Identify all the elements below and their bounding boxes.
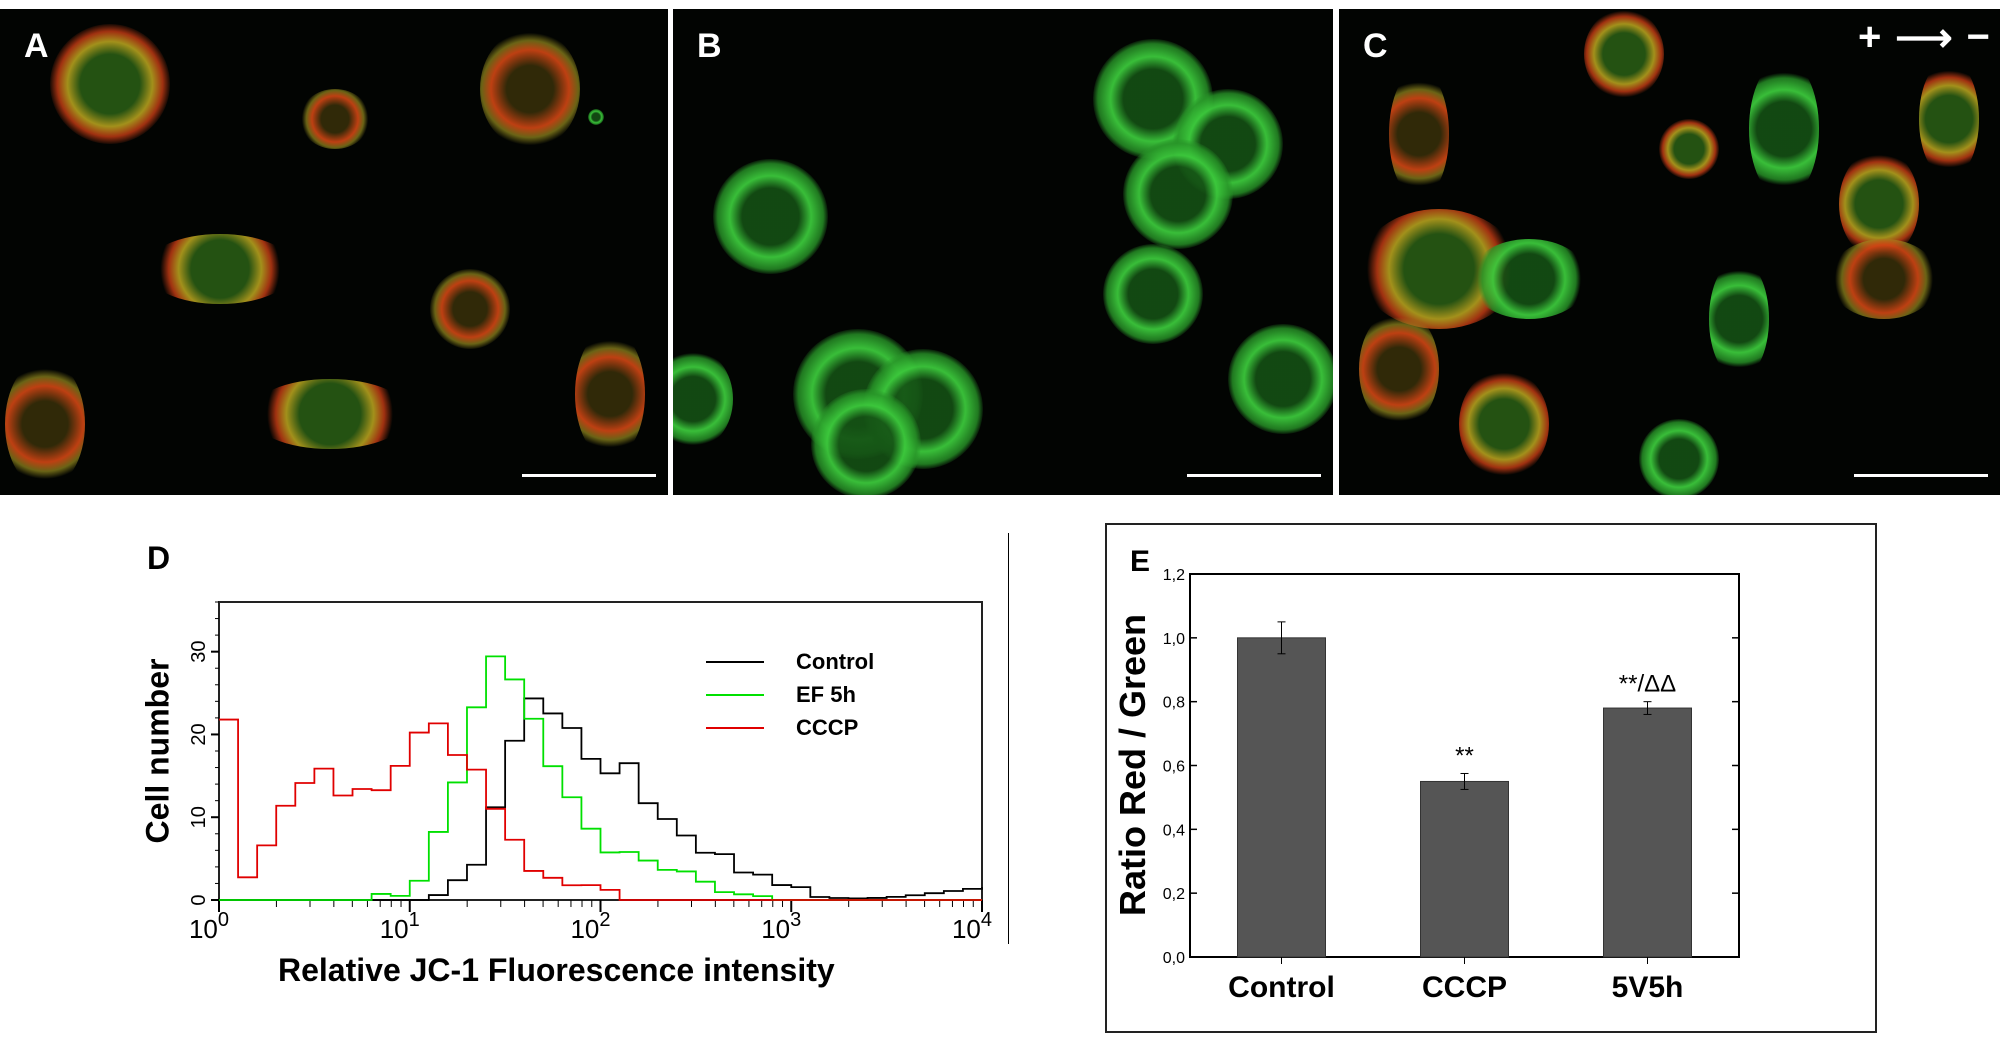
cell (1584, 9, 1664, 99)
cell (430, 269, 510, 349)
x-tick-label: CCCP (1422, 971, 1507, 1004)
micrograph-panel-a: A (0, 9, 668, 495)
legend-item-control: Control (706, 645, 874, 678)
x-tick-label: 101 (380, 909, 420, 944)
y-tick-label: 0,6 (1163, 759, 1185, 776)
scale-bar (1187, 474, 1321, 477)
micrograph-panel-b: B (673, 9, 1333, 495)
panel-label-c: C (1363, 27, 1388, 65)
cell (250, 379, 410, 449)
y-axis-label: Ratio Red / Green (1112, 613, 1153, 917)
arrow-right-icon: ⟶ (1895, 16, 1953, 60)
cell (1123, 139, 1233, 249)
cell (145, 234, 295, 304)
cell (1829, 239, 1939, 319)
legend-swatch (706, 693, 764, 696)
cell (50, 24, 170, 144)
y-tick-label: 0,4 (1163, 822, 1185, 839)
legend: Control EF 5h CCCP (706, 645, 874, 744)
cell (1919, 59, 1979, 179)
x-tick-label: 5V5h (1612, 971, 1684, 1004)
legend-label: Control (796, 649, 875, 674)
panel-e-frame (1105, 523, 1877, 1033)
cell (1639, 419, 1719, 495)
panel-label-b: B (697, 27, 722, 65)
scale-bar (522, 474, 656, 477)
cell (5, 359, 85, 489)
y-tick-label: 0,2 (1163, 886, 1185, 903)
cell (1103, 244, 1203, 344)
cell (1469, 239, 1589, 319)
cell (575, 329, 645, 459)
y-tick-label: 1,0 (1163, 631, 1185, 648)
cell (1228, 324, 1333, 434)
cell (300, 89, 370, 149)
y-tick-label: 10 (188, 806, 210, 828)
histogram-chart: 0 10 20 30 100 101 102 103 104 (188, 601, 992, 944)
x-tick-label: 102 (570, 909, 610, 944)
x-tick-label: Control (1228, 971, 1335, 1004)
micrograph-panel-c: C + ⟶ − (1339, 9, 2000, 495)
x-tick-label: 100 (189, 909, 229, 944)
series-line-control (219, 697, 983, 901)
y-tick-label: 0,8 (1163, 695, 1185, 712)
cell (588, 109, 604, 125)
y-tick-label: 20 (188, 723, 210, 745)
cell (1359, 309, 1439, 429)
cell (480, 29, 580, 149)
legend-label: EF 5h (796, 682, 856, 707)
x-axis-label: Relative JC-1 Fluorescence intensity (278, 952, 835, 988)
legend-item-ef5h: EF 5h (706, 678, 874, 711)
cell (1389, 69, 1449, 199)
bar-cccp (1420, 780, 1509, 958)
series-line-cccp (219, 718, 982, 901)
scale-bar (1854, 474, 1988, 477)
cell (1709, 259, 1769, 379)
bar-5v5h (1603, 707, 1692, 958)
panel-d-divider (1008, 533, 1009, 944)
cell (713, 159, 828, 274)
panel-label-a: A (24, 27, 49, 65)
cell (1659, 119, 1719, 179)
minus-sign: − (1966, 15, 1990, 59)
bar-control (1237, 637, 1326, 958)
significance-label: ** (1455, 742, 1474, 769)
y-tick-label: 1,2 (1163, 567, 1185, 584)
legend-item-cccp: CCCP (706, 711, 874, 744)
x-tick-label: 103 (761, 909, 801, 944)
legend-swatch (706, 726, 764, 729)
polarity-indicator: + ⟶ − (1858, 15, 1990, 61)
y-tick-label: 0,0 (1163, 950, 1185, 967)
legend-label: CCCP (796, 715, 859, 740)
panel-label-e: E (1130, 545, 1151, 578)
y-tick-label: 0 (188, 894, 210, 905)
legend-swatch (706, 660, 764, 663)
cell (811, 389, 921, 495)
plus-sign: + (1857, 15, 1882, 59)
y-tick-label: 30 (188, 641, 210, 663)
panel-label-d: D (147, 540, 171, 576)
cell (1749, 59, 1819, 199)
significance-label: **/ΔΔ (1619, 671, 1676, 698)
x-tick-label: 104 (952, 909, 992, 944)
cell (1459, 369, 1549, 479)
